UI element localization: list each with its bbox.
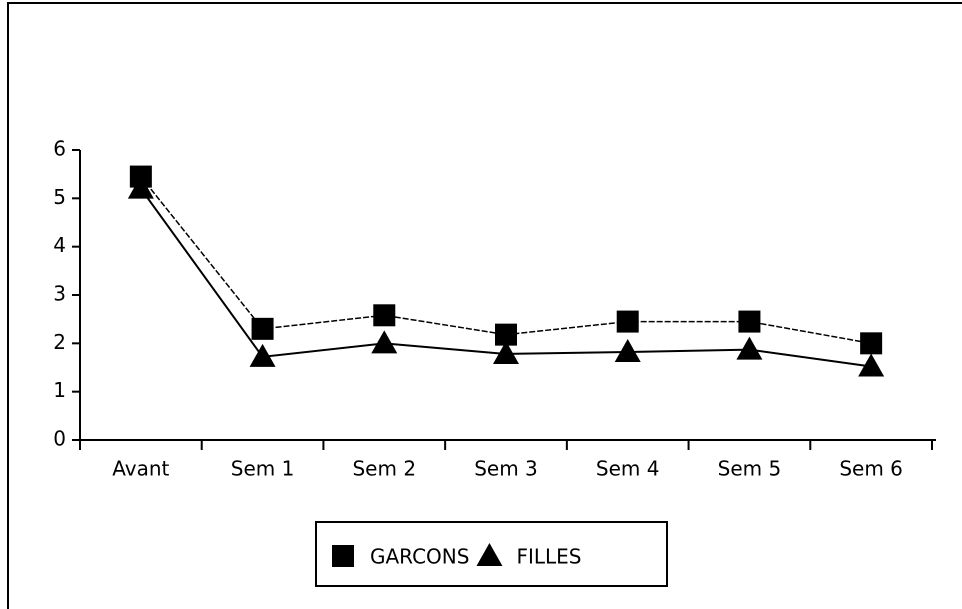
data-point (371, 330, 398, 354)
x-tick-label: Sem 2 (352, 457, 416, 481)
data-point (249, 343, 276, 367)
y-tick-label: 5 (53, 185, 66, 209)
data-point (373, 304, 396, 327)
data-point (860, 332, 883, 355)
x-tick-label: Sem 4 (596, 457, 660, 481)
y-tick-label: 3 (53, 282, 66, 306)
x-tick-label: Sem 5 (718, 457, 782, 481)
legend-marker (476, 543, 503, 566)
legend-label: GARCONS (370, 545, 469, 569)
data-point (738, 310, 761, 333)
legend-marker (332, 545, 354, 567)
y-tick-label: 2 (53, 330, 66, 354)
y-tick-label: 4 (53, 233, 66, 257)
x-tick-label: Sem 1 (231, 457, 295, 481)
data-point (251, 317, 274, 340)
legend-box (315, 521, 668, 587)
data-point (493, 340, 519, 364)
x-tick-label: Avant (112, 457, 169, 481)
y-tick-label: 6 (53, 137, 66, 161)
data-point (495, 323, 517, 346)
data-point (858, 353, 885, 377)
legend-label: FILLES (516, 545, 581, 569)
frame (7, 2, 962, 609)
data-point (614, 339, 641, 363)
data-point (736, 336, 763, 360)
x-tick-label: Sem 6 (839, 457, 903, 481)
y-tick-label: 0 (53, 427, 66, 451)
data-point (616, 310, 639, 333)
x-tick-label: Sem 3 (474, 457, 538, 481)
y-tick-label: 1 (53, 378, 66, 402)
series-line (140, 176, 872, 345)
data-point (127, 175, 154, 199)
